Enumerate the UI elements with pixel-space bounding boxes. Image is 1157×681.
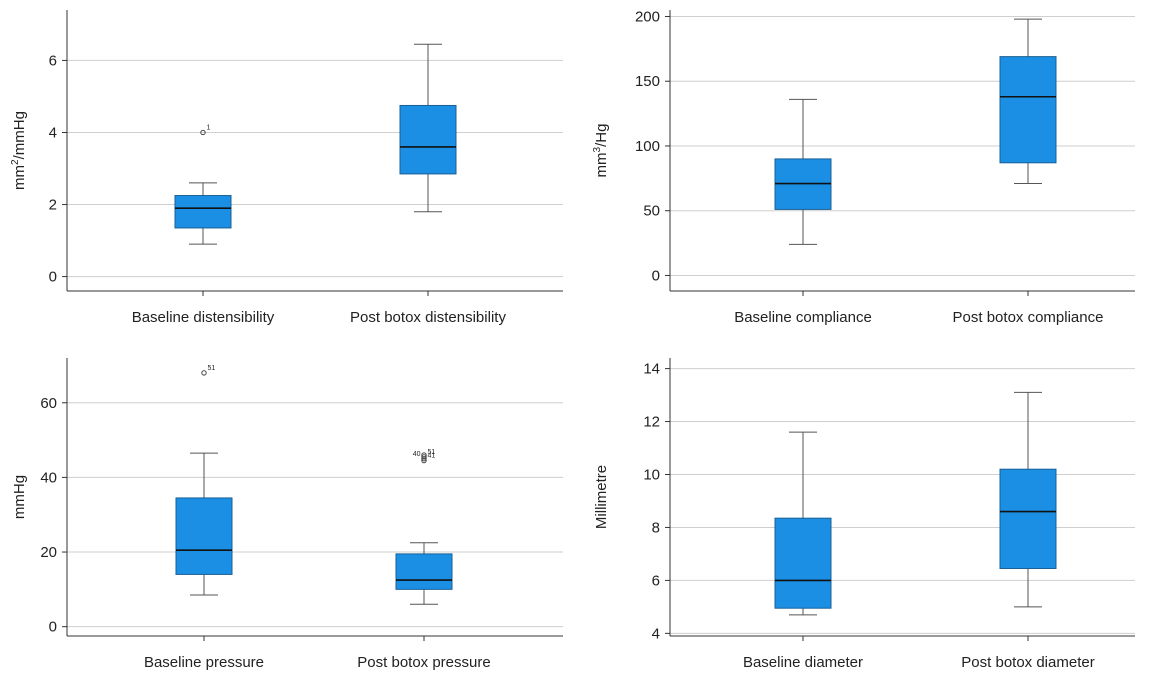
y-axis-title-main: mm bbox=[11, 165, 28, 190]
y-tick-label: 6 bbox=[652, 572, 660, 589]
outlier-point bbox=[200, 129, 206, 136]
box-group bbox=[999, 391, 1057, 608]
box-group: 51 bbox=[175, 365, 233, 596]
y-axis-title-main: Millimetre bbox=[593, 465, 610, 529]
outlier-label: 51 bbox=[428, 449, 436, 456]
y-tick-label: 2 bbox=[49, 197, 57, 214]
box-group bbox=[399, 43, 457, 213]
y-tick-label: 10 bbox=[643, 466, 660, 483]
iqr-box bbox=[999, 468, 1057, 569]
y-axis-title-tail: /mmHg bbox=[11, 111, 28, 159]
y-tick-label: 0 bbox=[652, 267, 660, 284]
iqr-box bbox=[399, 104, 457, 175]
y-tick-label: 20 bbox=[40, 544, 57, 561]
outlier-point bbox=[421, 454, 427, 460]
outlier-label: 41 bbox=[428, 453, 436, 460]
y-tick-label: 60 bbox=[40, 395, 57, 412]
y-axis-title-superscript: 3 bbox=[592, 146, 603, 152]
outlier-label: 40 bbox=[413, 451, 421, 458]
category-label: Baseline compliance bbox=[734, 309, 872, 326]
y-axis-title-superscript: 2 bbox=[10, 159, 21, 165]
chart-distensibility: 0 2 4 6 mm2/mmHg 1 Baseline distensibility Post… bbox=[0, 0, 578, 338]
outlier-point bbox=[201, 370, 207, 376]
box-group bbox=[999, 18, 1057, 185]
outlier-point bbox=[421, 456, 427, 462]
y-tick-label: 0 bbox=[49, 619, 57, 636]
y-axis-title-main: mmHg bbox=[11, 475, 28, 519]
category-label: Post botox distensibility bbox=[350, 309, 506, 326]
category-label: Baseline distensibility bbox=[132, 309, 275, 326]
y-tick-label: 4 bbox=[49, 124, 57, 141]
chart-pressure: 0 20 40 60 mmHg 51 Baseline pressure 40 51 41 Post… bbox=[0, 338, 578, 676]
chart-compliance-svg: 0 50 100 150 200 mm3/Hg Baseline compliance Pos… bbox=[592, 8, 1135, 326]
category-label: Post botox diameter bbox=[961, 654, 1094, 671]
y-tick-label: 40 bbox=[40, 469, 57, 486]
y-tick-label: 100 bbox=[635, 138, 660, 155]
box-group bbox=[774, 98, 832, 245]
outlier-label: 1 bbox=[207, 124, 211, 131]
y-axis-title-main: mm bbox=[593, 152, 610, 177]
y-tick-label: 150 bbox=[635, 73, 660, 90]
y-axis-title-tail: /Hg bbox=[593, 124, 610, 147]
outlier-point bbox=[421, 452, 427, 458]
y-tick-label: 8 bbox=[652, 519, 660, 536]
iqr-box bbox=[774, 517, 832, 609]
outlier-label: 51 bbox=[208, 365, 216, 372]
box-group bbox=[774, 431, 832, 616]
y-tick-label: 12 bbox=[643, 414, 660, 431]
outlier-point bbox=[421, 457, 427, 464]
y-tick-label: 50 bbox=[643, 203, 660, 220]
iqr-box bbox=[395, 553, 453, 590]
y-axis-title: Millimetre bbox=[593, 465, 610, 529]
iqr-box bbox=[175, 497, 233, 575]
iqr-box bbox=[174, 195, 232, 229]
y-tick-label: 14 bbox=[643, 361, 660, 378]
category-label: Post botox pressure bbox=[357, 654, 490, 671]
y-axis-title: mm2/mmHg bbox=[10, 111, 28, 190]
box-group: 1 bbox=[174, 124, 232, 245]
category-label: Post botox compliance bbox=[953, 309, 1104, 326]
iqr-box bbox=[999, 56, 1057, 164]
y-tick-label: 0 bbox=[49, 269, 57, 286]
y-tick-label: 6 bbox=[49, 52, 57, 69]
chart-compliance: 0 50 100 150 200 mm3/Hg Baseline compliance Pos… bbox=[578, 0, 1157, 338]
chart-diameter-svg: 4 6 8 10 12 14 Millimetre Baseline diameter Post… bbox=[593, 358, 1135, 671]
category-label: Baseline pressure bbox=[144, 654, 264, 671]
chart-diameter: 4 6 8 10 12 14 Millimetre Baseline diameter Post… bbox=[578, 338, 1157, 676]
category-label: Baseline diameter bbox=[743, 654, 863, 671]
y-tick-label: 4 bbox=[652, 625, 660, 642]
y-axis-title: mm3/Hg bbox=[592, 124, 610, 178]
y-tick-label: 200 bbox=[635, 8, 660, 25]
y-axis-title: mmHg bbox=[11, 475, 28, 519]
